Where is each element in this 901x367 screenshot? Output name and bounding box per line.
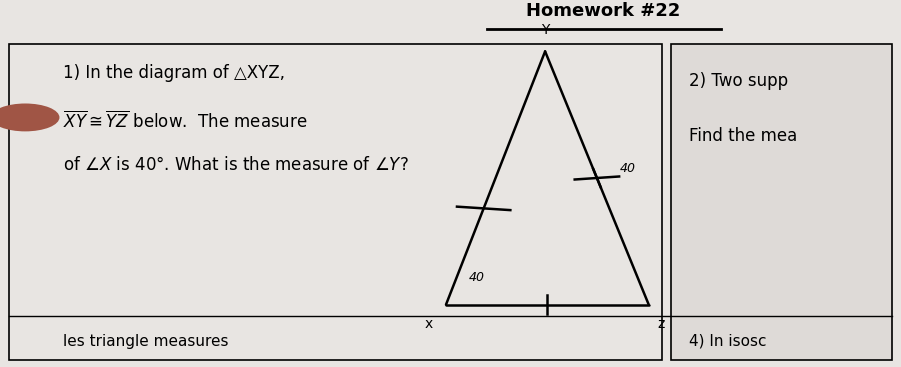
Bar — [671, 44, 892, 360]
Text: 40: 40 — [620, 162, 635, 175]
Text: 1) In the diagram of △XYZ,: 1) In the diagram of △XYZ, — [63, 64, 285, 83]
Circle shape — [0, 103, 59, 131]
Text: z: z — [658, 317, 665, 331]
Text: 40: 40 — [469, 272, 485, 284]
Bar — [9, 44, 662, 360]
Text: 2) Two supp: 2) Two supp — [689, 72, 788, 90]
Text: Y: Y — [541, 23, 550, 37]
Text: Homework #22: Homework #22 — [526, 2, 681, 20]
Text: les triangle measures: les triangle measures — [63, 334, 229, 349]
Text: x: x — [424, 317, 432, 331]
Text: 4) In isosc: 4) In isosc — [689, 334, 767, 349]
Text: of $\angle X$ is 40°. What is the measure of $\angle Y$?: of $\angle X$ is 40°. What is the measur… — [63, 156, 409, 174]
Text: $\overline{XY} \cong \overline{YZ}$ below.  The measure: $\overline{XY} \cong \overline{YZ}$ belo… — [63, 110, 308, 132]
Text: Find the mea: Find the mea — [689, 127, 797, 145]
